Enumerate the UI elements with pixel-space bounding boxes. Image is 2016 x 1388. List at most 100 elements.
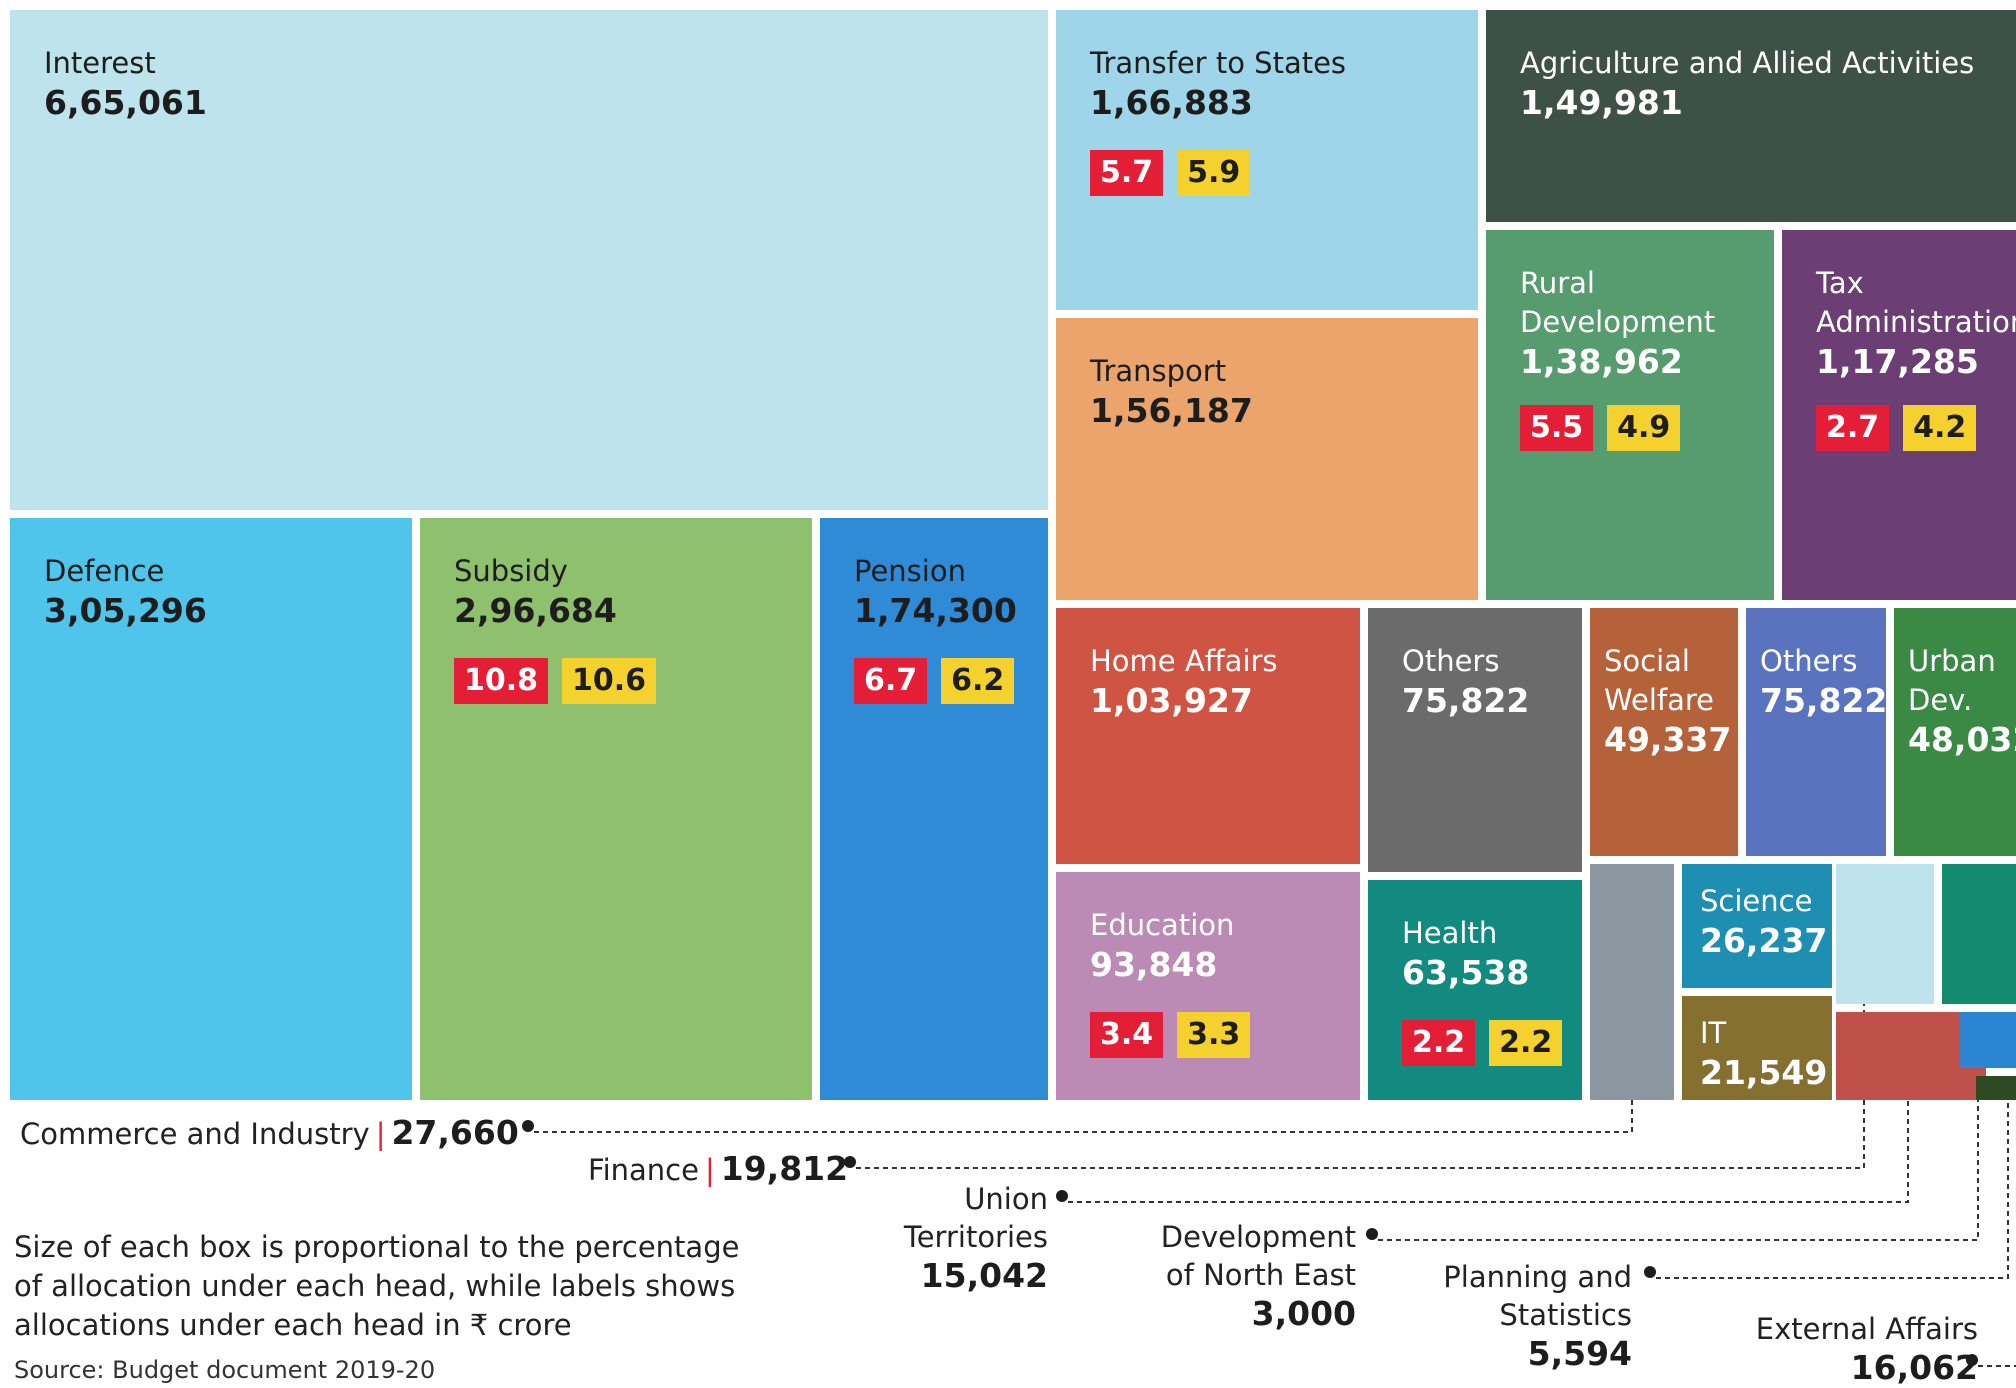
tile-agriculture-and-allied-activities-5: Agriculture and Allied Activities 1,49,98…: [1486, 10, 2016, 222]
callout-external-affairs: External Affairs 16,062: [1756, 1310, 1978, 1388]
tile-badges: 10.8 10.6: [454, 658, 657, 704]
tile-rural-development-7: Rural Development 1,38,962 5.5 4.9: [1486, 230, 1774, 600]
tile-label: Transport 1,56,187: [1090, 352, 1253, 431]
callout-finance: Finance | 19,812: [588, 1150, 848, 1189]
tile-planning-and-statistics-22: [1960, 1012, 2016, 1068]
tile-value: 3,05,296: [44, 591, 207, 630]
badge-red: 2.2: [1402, 1020, 1476, 1066]
tile-value: 93,848: [1090, 945, 1218, 984]
callout-union-territories: Union Territories 15,042: [904, 1180, 1048, 1296]
tile-value: 26,237: [1700, 921, 1828, 960]
tile-value: 49,337: [1604, 720, 1732, 759]
tile-home-affairs-9: Home Affairs 1,03,927: [1056, 608, 1360, 864]
tile-name: Tax Administration: [1816, 266, 2016, 339]
chart-source: Source: Budget document 2019-20: [14, 1356, 436, 1384]
callout-dot-5: [1966, 1354, 1978, 1366]
callout-development-of-north-east: Development of North East 3,000: [1161, 1218, 1356, 1334]
tile-external-affairs-21: [1942, 864, 2016, 1004]
tile-label: Agriculture and Allied Activities 1,49,98…: [1520, 44, 1974, 123]
tile-name: Interest: [44, 46, 156, 80]
tile-value: 1,66,883: [1090, 83, 1253, 122]
tile-name: Subsidy: [454, 554, 568, 588]
badge-red: 5.7: [1090, 150, 1164, 196]
tile-label: Urban Dev.48,032: [1908, 642, 2016, 760]
tile-name: Transfer to States: [1090, 46, 1347, 80]
leader-line-3: [1378, 1040, 1979, 1241]
tile-value: 2,96,684: [454, 591, 617, 630]
callout-dot-2: [1056, 1190, 1068, 1202]
tile-label: Health 63,538: [1402, 914, 1529, 993]
callout-dot-3: [1366, 1228, 1378, 1240]
tile-label: Tax Administration 1,17,285: [1816, 264, 2016, 382]
callout-value: 27,660: [391, 1113, 519, 1152]
tile-defence-1: Defence 3,05,296: [10, 518, 412, 1100]
tile-value: 1,49,981: [1520, 83, 1683, 122]
callout-label: Commerce and Industry: [20, 1117, 370, 1151]
callout-dot-1: [844, 1156, 856, 1168]
tile-name: Others: [1760, 644, 1858, 678]
callout-value: 3,000: [1251, 1294, 1356, 1333]
callout-value: 19,812: [720, 1149, 849, 1188]
tile-value: 1,38,962: [1520, 342, 1683, 381]
tile-value: 63,538: [1402, 953, 1530, 992]
badge-red: 5.5: [1520, 405, 1594, 451]
callout-dot-4: [1644, 1266, 1656, 1278]
badge-yellow: 2.2: [1489, 1020, 1563, 1066]
tile-tax-administration-8: Tax Administration 1,17,285 2.7 4.2: [1782, 230, 2016, 600]
tile-label: Others 75,822: [1402, 642, 1529, 721]
badge-yellow: 4.9: [1607, 405, 1681, 451]
badge-red: 6.7: [854, 658, 928, 704]
tile-label: Pension 1,74,300: [854, 552, 1017, 631]
tile-interest-0: Interest 6,65,061: [10, 10, 1048, 510]
leader-line-0: [534, 1066, 1633, 1133]
tile-it-17: IT 21,549: [1682, 996, 1832, 1100]
tile-transfer-to-states-4: Transfer to States 1,66,883 5.7 5.9: [1056, 10, 1478, 310]
callout-value: 15,042: [920, 1256, 1048, 1295]
tile-transport-6: Transport 1,56,187: [1056, 318, 1478, 600]
leader-line-2: [1068, 1070, 1909, 1203]
tile-badges: 2.7 4.2: [1816, 405, 1977, 451]
tile-badges: 3.4 3.3: [1090, 1012, 1251, 1058]
callout-label: External Affairs: [1755, 1312, 1978, 1346]
tile-value: 1,74,300: [854, 591, 1017, 630]
tile-social-welfare-11: Social Welfare 49,337: [1590, 608, 1738, 856]
tile-others-12: Others 75,822: [1746, 608, 1886, 856]
leader-line-4: [1656, 1090, 2009, 1279]
tile-badges: 5.5 4.9: [1520, 405, 1681, 451]
tile-label: Others 75,822: [1760, 642, 1886, 721]
tile-value: 75,822: [1402, 681, 1530, 720]
callout-separator: |: [375, 1117, 386, 1151]
tile-name: Urban Dev.: [1908, 644, 1996, 717]
tile-label: Rural Development 1,38,962: [1520, 264, 1715, 382]
tile-name: Defence: [44, 554, 165, 588]
tile-name: Education: [1090, 908, 1235, 942]
tile-pension-3: Pension 1,74,300 6.7 6.2: [820, 518, 1048, 1100]
tile-name: Rural Development: [1520, 266, 1716, 339]
tile-value: 75,822: [1760, 681, 1886, 720]
callout-label: Finance: [588, 1153, 699, 1187]
tile-value: 1,17,285: [1816, 342, 1979, 381]
callout-value: 16,062: [1850, 1348, 1978, 1387]
tile-label: Interest 6,65,061: [44, 44, 207, 123]
callout-separator: |: [704, 1153, 715, 1187]
tile-label: Transfer to States 1,66,883: [1090, 44, 1346, 123]
callout-label: Planning and Statistics: [1443, 1260, 1632, 1332]
tile-science-16: Science 26,237: [1682, 864, 1832, 988]
tile-name: Transport: [1090, 354, 1227, 388]
callout-label: Union Territories: [903, 1182, 1048, 1254]
tile-name: Social Welfare: [1604, 644, 1714, 717]
callout-value: 5,594: [1527, 1334, 1632, 1373]
callout-planning-and-statistics: Planning and Statistics 5,594: [1443, 1258, 1632, 1374]
tile-badges: 6.7 6.2: [854, 658, 1015, 704]
tile-urban-dev-13: Urban Dev.48,032: [1894, 608, 2016, 856]
badge-yellow: 3.3: [1177, 1012, 1251, 1058]
tile-name: Home Affairs: [1090, 644, 1278, 678]
callout-label: Development of North East: [1160, 1220, 1356, 1292]
tile-name: Health: [1402, 916, 1498, 950]
tile-name: Pension: [854, 554, 966, 588]
tile-name: Agriculture and Allied Activities: [1520, 46, 1975, 80]
tile-others-10: Others 75,822: [1368, 608, 1582, 872]
badge-red: 10.8: [454, 658, 549, 704]
tile-value: 1,03,927: [1090, 681, 1253, 720]
